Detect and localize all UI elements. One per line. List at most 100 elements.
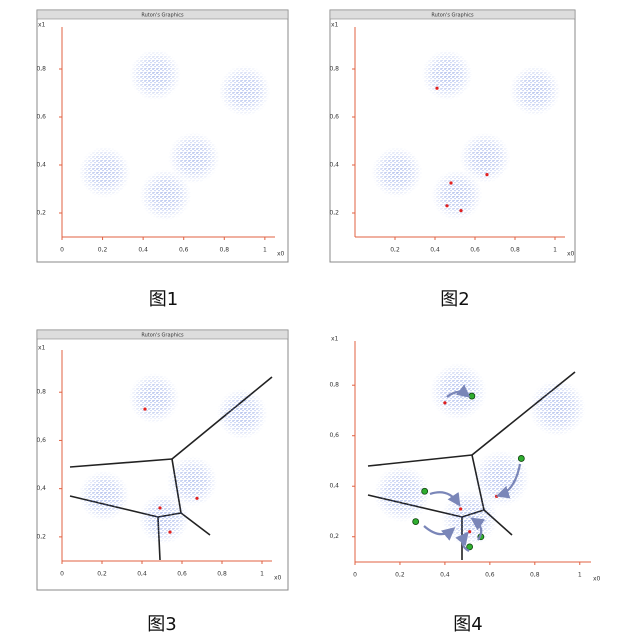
point-cloud	[371, 147, 423, 198]
initial-point	[421, 487, 429, 495]
x-tick-label: 1	[553, 247, 557, 254]
point-cloud	[431, 169, 483, 221]
title-bar	[36, 329, 289, 340]
centroid	[435, 86, 439, 90]
boundary	[367, 454, 473, 467]
y-tick-label: 0,8	[329, 382, 339, 389]
x-tick-label: 0	[353, 572, 357, 579]
initial-point	[412, 518, 420, 525]
x-tick-label: 0,2	[98, 247, 108, 254]
centroid	[143, 407, 147, 411]
point-cloud	[129, 49, 181, 101]
move-arrow	[495, 463, 522, 499]
y-tick-label: 0,6	[329, 114, 339, 121]
move-arrow	[455, 531, 470, 552]
x-tick-label: 1	[578, 572, 582, 579]
centroid	[168, 530, 172, 534]
y-tick-label: 0,4	[329, 483, 339, 490]
move-arrow	[470, 517, 485, 541]
x-tick-label: 0,6	[485, 572, 495, 579]
initial-point	[517, 455, 525, 462]
point-cloud	[459, 132, 511, 183]
title-bar	[329, 9, 576, 20]
point-cloud	[421, 49, 473, 101]
point-cloud	[509, 65, 561, 116]
centroid	[195, 496, 199, 500]
window-title: Ruton's Graphics	[141, 332, 184, 338]
point-cloud	[78, 470, 130, 522]
x-tick-label: 0,8	[530, 572, 540, 579]
x-axis-label: x0	[593, 576, 601, 583]
initial-point	[468, 392, 476, 400]
move-arrow	[429, 491, 461, 507]
x-tick-label: 0,4	[138, 247, 148, 254]
boundary	[69, 458, 173, 468]
point-cloud	[441, 489, 498, 547]
window-title: Ruton's Graphics	[141, 12, 184, 18]
y-axis-label: x1	[38, 345, 46, 352]
centroid	[449, 181, 453, 185]
point-cloud	[472, 450, 530, 507]
caption: 图3	[147, 614, 176, 633]
caption: 图4	[453, 614, 482, 633]
centroid	[158, 506, 162, 510]
centroid	[445, 204, 449, 208]
x-tick-label: 1	[260, 571, 264, 578]
y-tick-label: 0,4	[36, 162, 46, 169]
x-axis-label: x0	[567, 251, 575, 258]
y-tick-label: 0,4	[36, 485, 46, 492]
point-cloud	[168, 132, 220, 184]
caption: 图2	[440, 289, 469, 310]
y-tick-label: 0,6	[329, 432, 339, 439]
point-cloud	[138, 493, 190, 544]
x-tick-label: 0,6	[470, 247, 480, 254]
y-tick-label: 0,2	[36, 210, 46, 217]
x-tick-label: 0,4	[430, 247, 440, 254]
x-tick-label: 0	[60, 571, 64, 578]
centroid	[459, 507, 463, 511]
y-axis-label: x1	[38, 22, 46, 29]
centroid	[495, 494, 499, 498]
move-arrow	[423, 525, 456, 541]
x-tick-label: 0,2	[395, 572, 405, 579]
x-axis-label: x0	[277, 251, 285, 258]
x-tick-label: 0,2	[390, 247, 400, 254]
y-tick-label: 0,4	[329, 162, 339, 169]
window-title: Ruton's Graphics	[431, 12, 474, 18]
x-tick-label: 0	[60, 247, 64, 254]
y-tick-label: 0,6	[36, 437, 46, 444]
caption: 图1	[149, 289, 178, 310]
centroid	[485, 173, 489, 177]
point-cloud	[219, 65, 271, 117]
x-tick-label: 0,8	[220, 247, 230, 254]
point-cloud	[139, 169, 192, 221]
y-axis-label: x1	[331, 22, 339, 29]
x-tick-label: 0,6	[179, 247, 189, 254]
window-frame	[329, 9, 576, 263]
centroid	[459, 209, 463, 213]
y-tick-label: 0,8	[329, 66, 339, 73]
y-tick-label: 0,2	[329, 210, 339, 217]
x-axis-label: x0	[274, 575, 282, 582]
window-frame	[36, 9, 289, 263]
y-axis-label: x1	[331, 336, 339, 343]
x-tick-label: 0,8	[510, 247, 520, 254]
point-cloud	[373, 465, 431, 523]
point-cloud	[128, 373, 180, 424]
x-tick-label: 1	[263, 247, 267, 254]
centroid	[443, 401, 447, 405]
y-tick-label: 0,8	[36, 66, 46, 73]
move-arrow	[446, 384, 471, 398]
point-cloud	[216, 388, 268, 440]
x-tick-label: 0,8	[217, 571, 227, 578]
x-tick-label: 0,6	[177, 571, 187, 578]
y-tick-label: 0,8	[36, 389, 46, 396]
point-cloud	[166, 456, 218, 507]
y-tick-label: 0,6	[36, 114, 46, 121]
x-tick-label: 0,4	[440, 572, 450, 579]
y-tick-label: 0,2	[329, 533, 339, 540]
centroid	[468, 530, 472, 534]
point-cloud	[528, 379, 586, 437]
